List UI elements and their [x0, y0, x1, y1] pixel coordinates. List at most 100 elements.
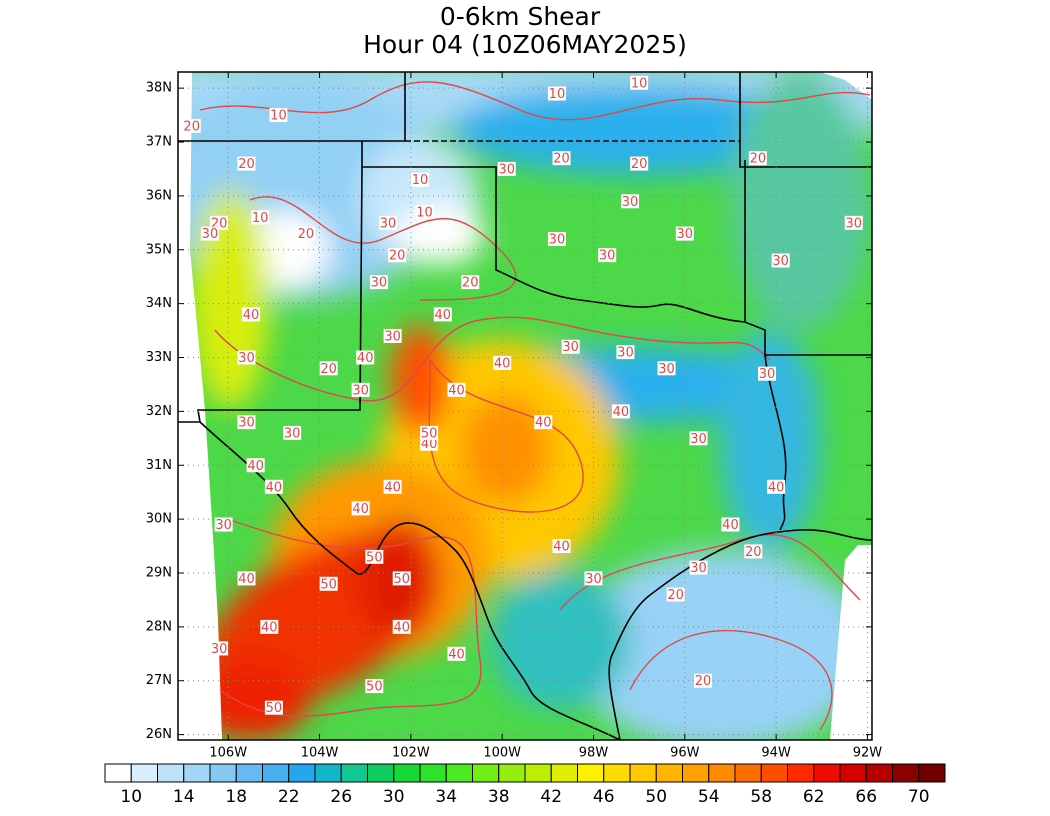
contour-label: 40: [768, 480, 785, 495]
contour-label-box: [264, 700, 283, 715]
colorbar-box: [340, 763, 368, 783]
contour-label-box: [666, 587, 685, 602]
contour-label: 40: [247, 459, 264, 474]
contour-label: 50: [366, 680, 383, 695]
colorbar-box: [813, 763, 841, 783]
colorbar-label: 70: [908, 787, 930, 807]
contour-label: 20: [631, 157, 648, 172]
contour-label-box: [689, 560, 708, 575]
contour-label-box: [497, 161, 516, 176]
contour-label: 30: [759, 367, 776, 382]
contour-label-box: [365, 549, 384, 564]
contour-label-box: [319, 576, 338, 591]
contour-label: 30: [622, 195, 639, 210]
contour-label-box: [383, 479, 402, 494]
contour-label: 20: [750, 152, 767, 167]
contour-label: 40: [357, 351, 374, 366]
contour-label: 30: [845, 216, 862, 231]
contour-label-box: [561, 339, 580, 354]
contour-label: 10: [412, 173, 429, 188]
colorbar-box: [393, 763, 421, 783]
state-border: [764, 354, 787, 531]
contour-label: 20: [298, 227, 315, 242]
contour-label-box: [547, 232, 566, 246]
x-tick-label: 92W: [853, 746, 883, 761]
contour-label-box: [210, 215, 229, 230]
contour-label-box: [757, 366, 776, 381]
contour-label: 40: [421, 437, 438, 452]
contour-label-box: [260, 619, 279, 634]
map-title: 0-6km Shear: [440, 2, 601, 31]
colorbar-box: [918, 763, 946, 783]
contour-label: 20: [320, 362, 337, 377]
y-tick-label: 29N: [146, 566, 172, 581]
colorbar-box: [708, 763, 736, 783]
contour-label: 30: [211, 642, 228, 657]
field-shading: [178, 72, 872, 740]
contour-label: 50: [266, 701, 283, 716]
contour-label-box: [415, 205, 434, 220]
colorbar-box: [655, 763, 683, 783]
colorbar-box: [839, 763, 867, 783]
contour-label-box: [210, 641, 229, 656]
contour-label: 30: [380, 216, 397, 231]
contour-label-box: [242, 307, 261, 322]
contour-label: 40: [238, 572, 255, 587]
colorbar-box: [550, 763, 578, 783]
contour-label-box: [433, 307, 452, 322]
contour-label: 30: [498, 162, 515, 177]
colorbar-box: [577, 763, 605, 783]
colorbar-label: 14: [173, 787, 195, 807]
contour-label: 40: [393, 620, 410, 635]
contour-label: 30: [658, 362, 675, 377]
colorbar-box: [367, 763, 395, 783]
state-border: [361, 141, 872, 356]
contour-label: 20: [238, 157, 255, 172]
contour-label: 30: [690, 561, 707, 576]
contour-label-box: [200, 226, 219, 241]
x-tick-label: 94W: [761, 746, 791, 761]
colorbar-label: 62: [803, 787, 825, 807]
contour-label: 20: [745, 545, 762, 560]
colorbar-label: 30: [383, 787, 405, 807]
contour-label: 30: [284, 426, 301, 441]
colorbar-label: 34: [435, 787, 457, 807]
contour-label-box: [584, 571, 603, 586]
contour-label-box: [351, 501, 370, 516]
contour-label-box: [365, 679, 384, 694]
contour-label: 50: [421, 426, 438, 441]
coastline: [608, 529, 872, 740]
contour-label-box: [420, 425, 439, 440]
contour-label-box: [246, 458, 265, 473]
contour-label-box: [611, 404, 630, 419]
colorbar-box: [445, 763, 473, 783]
contour-label-box: [552, 539, 571, 554]
contour-label: 40: [448, 647, 465, 662]
contour-label: 40: [435, 308, 452, 323]
colorbar-box: [472, 763, 500, 783]
contour-label-box: [767, 479, 786, 494]
state-border: [178, 166, 363, 423]
no-data: [830, 545, 872, 740]
y-tick-label: 35N: [146, 242, 172, 257]
y-tick-label: 33N: [146, 350, 172, 365]
contour-label: 30: [384, 329, 401, 344]
contour-label-box: [269, 108, 288, 123]
colorbar-label: 42: [540, 787, 562, 807]
contour-label: 30: [677, 227, 694, 242]
contour-label-box: [721, 517, 740, 532]
y-tick-label: 37N: [146, 135, 172, 150]
contour-label: 40: [352, 502, 369, 517]
colorbar-label: 26: [330, 787, 352, 807]
country-border: [199, 421, 621, 740]
contour-label: 30: [238, 416, 255, 431]
contour-label: 30: [549, 233, 566, 248]
colorbar-label: 18: [225, 787, 247, 807]
contour-label: 40: [243, 308, 260, 323]
colorbar-box: [787, 763, 815, 783]
contour-label-box: [630, 156, 649, 171]
x-tick-label: 100W: [483, 746, 521, 761]
map-frame: [177, 71, 873, 741]
contour-label: 30: [562, 340, 579, 355]
